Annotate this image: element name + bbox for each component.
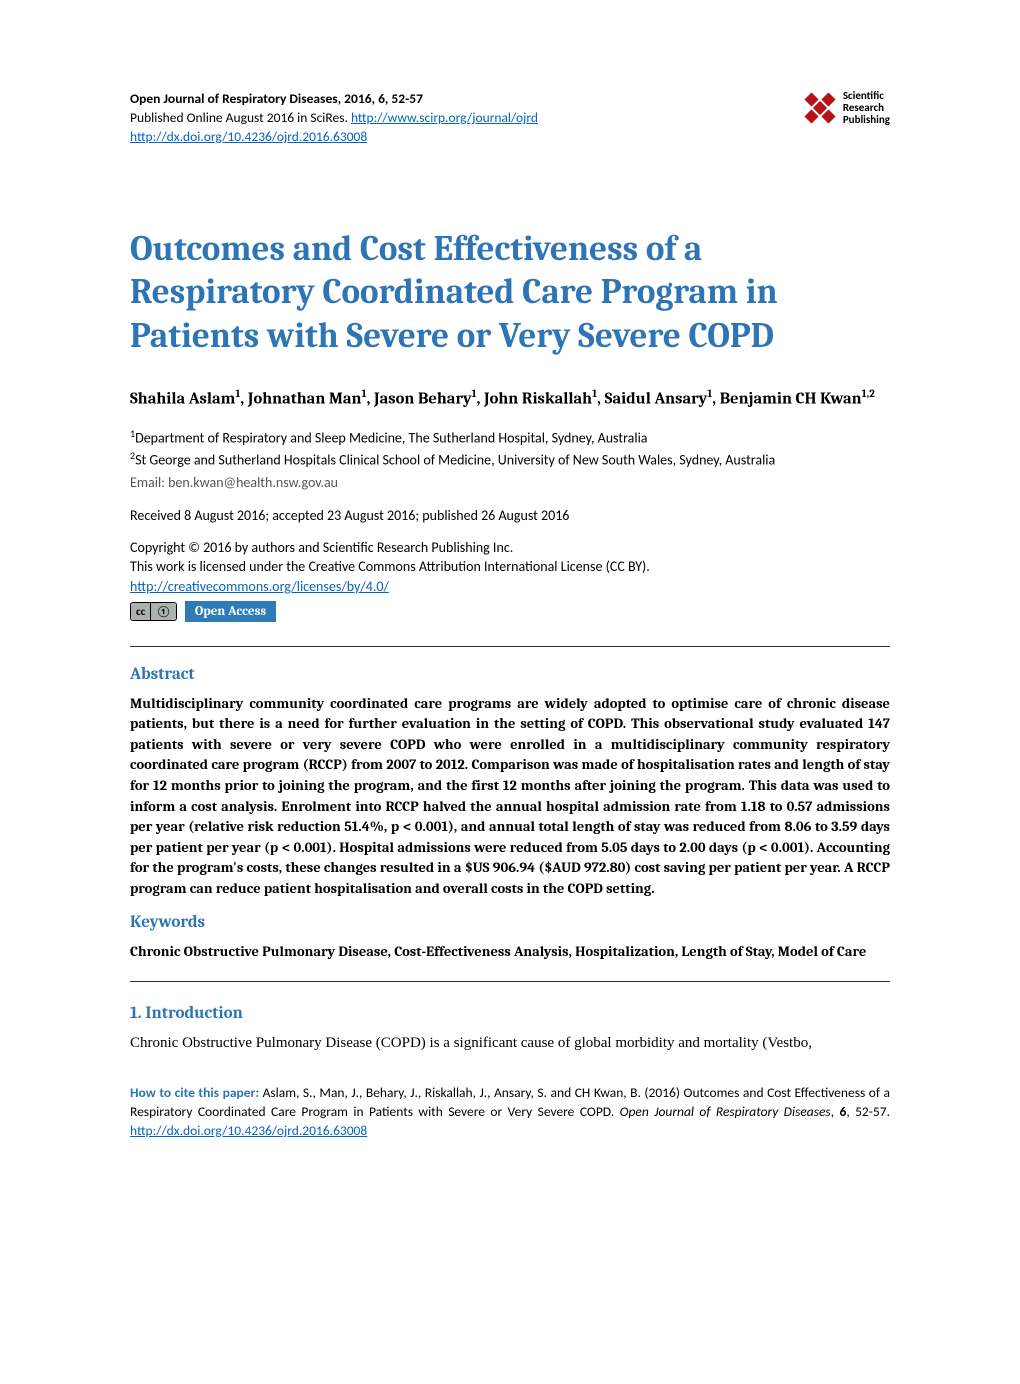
publication-dates: Received 8 August 2016; accepted 23 Augu… (130, 507, 890, 524)
citation-pages: , 52-57. (846, 1103, 890, 1120)
published-prefix: Published Online August 2016 in SciRes. (130, 109, 351, 126)
section-divider (130, 646, 890, 647)
abstract-heading: Abstract (130, 665, 890, 684)
citation-block: How to cite this paper: Aslam, S., Man, … (130, 1084, 890, 1141)
cc-license-link[interactable]: http://creativecommons.org/licenses/by/4… (130, 578, 389, 595)
citation-doi-link[interactable]: http://dx.doi.org/10.4236/ojrd.2016.6300… (130, 1122, 367, 1139)
published-line: Published Online August 2016 in SciRes. … (130, 109, 538, 128)
introduction-body: Chronic Obstructive Pulmonary Disease (C… (130, 1033, 890, 1054)
abstract-body: Multidisciplinary community coordinated … (130, 694, 890, 900)
journal-info: Open Journal of Respiratory Diseases, 20… (130, 90, 538, 147)
copyright-line-1: Copyright © 2016 by authors and Scientif… (130, 538, 890, 558)
keywords-body: Chronic Obstructive Pulmonary Disease, C… (130, 942, 890, 963)
journal-url-link[interactable]: http://www.scirp.org/journal/ojrd (351, 109, 538, 126)
header-block: Open Journal of Respiratory Diseases, 20… (130, 90, 890, 147)
copyright-block: Copyright © 2016 by authors and Scientif… (130, 538, 890, 597)
cc-badge-icon: cc ① (130, 602, 177, 621)
citation-label: How to cite this paper: (130, 1084, 263, 1101)
affiliation-1: 1Department of Respiratory and Sleep Med… (130, 427, 890, 448)
license-badges: cc ① Open Access (130, 601, 890, 622)
publisher-logo: Scientific Research Publishing (803, 90, 890, 126)
cc-badge-right: ① (151, 603, 176, 620)
journal-citation-line: Open Journal of Respiratory Diseases, 20… (130, 90, 538, 109)
copyright-line-2: This work is licensed under the Creative… (130, 557, 890, 577)
keywords-heading: Keywords (130, 913, 890, 932)
logo-text-3: Publishing (843, 114, 890, 126)
introduction-heading: 1. Introduction (130, 1004, 890, 1023)
affiliation-2: 2St George and Sutherland Hospitals Clin… (130, 449, 890, 470)
citation-journal: Open Journal of Respiratory Diseases (620, 1103, 831, 1120)
publisher-logo-text: Scientific Research Publishing (843, 90, 890, 126)
publisher-logo-icon (796, 84, 844, 132)
authors-list: Shahila Aslam1, Johnathan Man1, Jason Be… (130, 386, 890, 411)
cc-badge-left: cc (131, 603, 151, 620)
email-label: Email: (130, 474, 168, 491)
doi-url-link[interactable]: http://dx.doi.org/10.4236/ojrd.2016.6300… (130, 128, 367, 145)
open-access-badge: Open Access (185, 601, 276, 622)
affiliations: 1Department of Respiratory and Sleep Med… (130, 427, 890, 470)
section-divider (130, 981, 890, 982)
email-value: ben.kwan@health.nsw.gov.au (168, 474, 338, 491)
email-line: Email: ben.kwan@health.nsw.gov.au (130, 474, 890, 491)
article-title: Outcomes and Cost Effectiveness of a Res… (130, 227, 890, 358)
